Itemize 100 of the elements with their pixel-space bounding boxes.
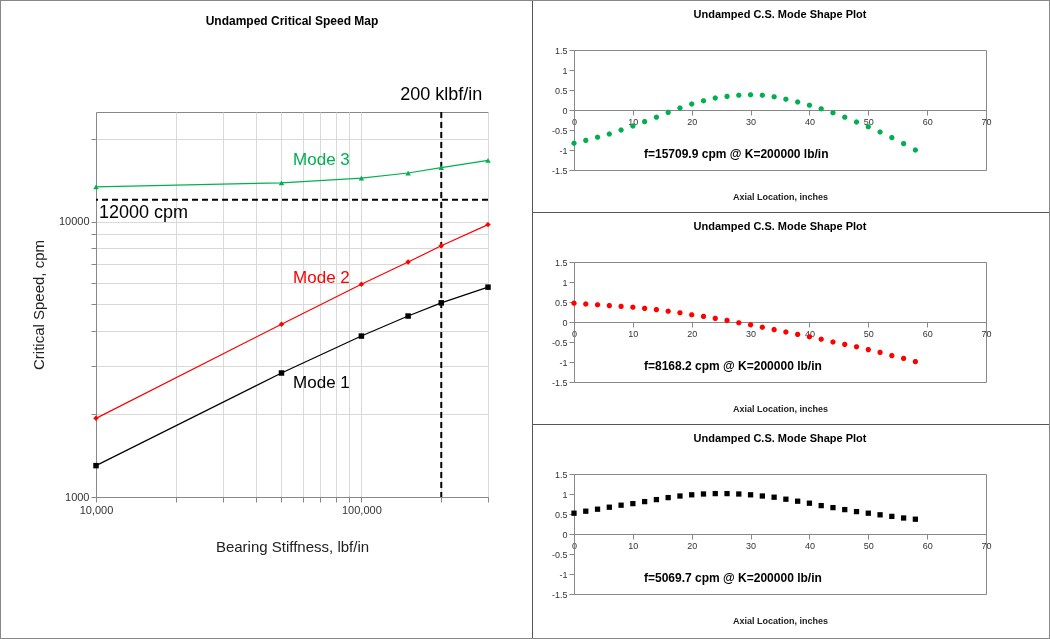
series-label: Mode 1 [293, 372, 350, 392]
y-tick-label: -1 [559, 569, 568, 580]
x-tick-label: 10 [628, 540, 639, 551]
x-axis-title: Axial Location, inches [732, 615, 829, 626]
point [700, 313, 707, 320]
point [759, 493, 765, 499]
y-tick-label: 1 [562, 489, 568, 500]
y-tick-label: 0 [562, 105, 568, 116]
point [689, 312, 695, 318]
point [830, 110, 836, 116]
point [641, 118, 648, 125]
y-tick-label: -0.5 [551, 337, 568, 348]
x-tick-label: 30 [746, 540, 757, 551]
y-tick-label: -1.5 [551, 165, 568, 176]
x-tick-label: 30 [746, 116, 757, 127]
x-axis-title: Axial Location, inches [732, 403, 829, 414]
point [736, 320, 742, 326]
y-tick-label: 0 [562, 317, 568, 328]
x-tick-label: 50 [863, 328, 874, 339]
point [783, 329, 789, 335]
y-tick-label: -0.5 [551, 549, 568, 560]
x-axis-title: Axial Location, inches [732, 191, 829, 202]
point [736, 92, 742, 98]
x-tick-label: 10 [628, 328, 639, 339]
x-tick-label: 20 [687, 116, 698, 127]
point [641, 305, 648, 312]
x-tick-label: 50 [863, 540, 874, 551]
point [653, 306, 660, 313]
point [724, 93, 730, 100]
point [900, 355, 907, 362]
point [677, 493, 683, 499]
y-tick-label: 0 [562, 529, 568, 540]
point [771, 494, 777, 500]
chart-title: Undamped C.S. Mode Shape Plot [693, 432, 867, 444]
point [783, 496, 789, 502]
y-tick-label: -1 [559, 357, 568, 368]
point [594, 134, 601, 140]
point [877, 129, 883, 135]
point [889, 352, 895, 359]
x-tick-label: 30 [746, 328, 757, 339]
point [583, 301, 589, 307]
point [795, 331, 801, 338]
point [759, 92, 765, 98]
point [689, 101, 695, 107]
point [783, 96, 789, 102]
x-tick-label: 60 [922, 328, 933, 339]
point [606, 302, 612, 309]
point [747, 92, 754, 98]
point [900, 140, 907, 147]
point [700, 98, 707, 104]
point [712, 315, 718, 322]
chart-title: Undamped Critical Speed Map [205, 14, 379, 28]
y-tick-label: 1.5 [554, 45, 568, 56]
point [830, 339, 836, 345]
point [606, 131, 612, 137]
point [618, 502, 624, 508]
point [806, 102, 813, 108]
y-tick-label: 1000 [65, 490, 90, 503]
y-tick-label: -0.5 [551, 125, 568, 136]
point [571, 140, 577, 146]
y-axis-title: Critical Speed, cpm [29, 239, 47, 371]
point [712, 95, 718, 101]
point [853, 119, 860, 125]
series-label: Mode 3 [293, 150, 350, 170]
point [759, 324, 765, 330]
y-tick-label: 10000 [58, 215, 90, 228]
point [877, 349, 883, 356]
x-tick-label: 20 [687, 540, 698, 551]
point [677, 105, 683, 111]
point [818, 336, 824, 342]
point [677, 310, 683, 316]
point [571, 510, 577, 516]
point [795, 99, 801, 105]
point [900, 515, 907, 521]
point [724, 317, 730, 324]
point [653, 114, 660, 120]
point [771, 326, 777, 333]
point [583, 137, 589, 144]
y-tick-label: 1.5 [554, 469, 568, 480]
y-tick-label: 1 [562, 277, 568, 288]
x-tick-label: 100,000 [342, 503, 382, 516]
x-axis-title: Bearing Stiffness, lbf/in [215, 537, 370, 555]
x-tick-label: 40 [804, 540, 815, 551]
point [618, 303, 624, 310]
point [877, 512, 883, 518]
point [865, 346, 871, 353]
point [618, 127, 624, 133]
chart-title: Undamped C.S. Mode Shape Plot [693, 220, 867, 232]
ref-line-label: 12000 cpm [99, 201, 189, 222]
point [830, 504, 836, 511]
y-tick-label: -1.5 [551, 589, 568, 600]
x-tick-label: 60 [922, 116, 933, 127]
point [700, 491, 707, 497]
chart-title: Undamped C.S. Mode Shape Plot [693, 8, 867, 20]
y-tick-label: 1.5 [554, 257, 568, 268]
y-tick-label: 0.5 [554, 297, 568, 308]
point [818, 106, 824, 112]
x-tick-label: 60 [922, 540, 933, 551]
point [665, 308, 671, 314]
y-tick-label: 0.5 [554, 85, 568, 96]
